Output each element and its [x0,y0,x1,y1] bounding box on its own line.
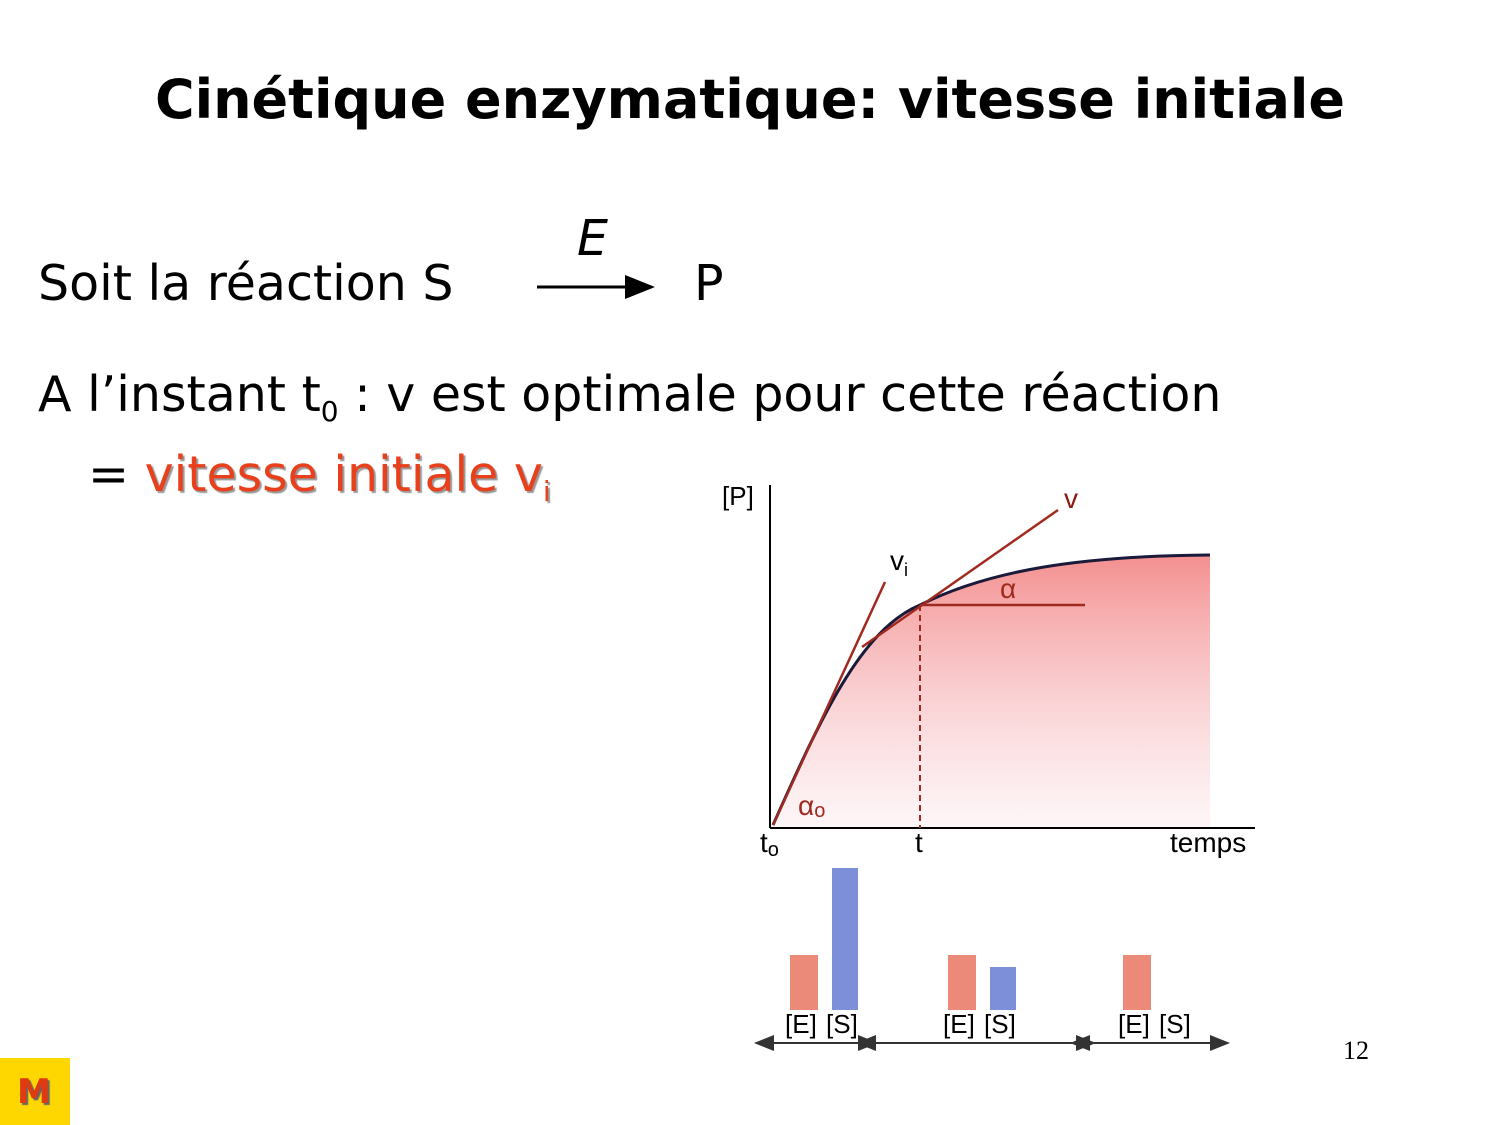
e-bar [790,955,818,1010]
e-label: [E] [1118,1009,1150,1039]
e-label: [E] [785,1009,817,1039]
s-bar [832,868,858,1010]
angle0-sub: o [814,800,825,822]
statement-subscript: 0 [320,395,339,428]
t-label: t [915,827,923,858]
e-bar [948,955,976,1010]
highlight: vitesse initiale vi [144,446,551,508]
s-label: [S] [984,1009,1016,1039]
statement: A l’instant t0 : v est optimale pour cet… [38,366,1221,428]
slide-title: Cinétique enzymatique: vitesse initiale [154,68,1346,131]
area [773,555,1210,828]
y-label: [P] [722,481,754,511]
s-label: [S] [826,1009,858,1039]
angle0-text: α [798,790,814,821]
angle-label: α [1000,573,1016,604]
page-number: 12 [1343,1036,1369,1065]
s-bar [990,967,1016,1010]
product-label: P [694,255,724,312]
reaction-text: Soit la réaction S [38,255,454,312]
statement-rest: : v est optimale pour cette réaction [354,366,1222,423]
tangent-label: v [1064,483,1078,514]
definition-prefix: = [88,446,130,503]
angle0-label: αo [798,790,825,822]
t0-text: t [760,827,768,858]
logo-text: M [17,1072,51,1112]
e-label: [E] [943,1009,975,1039]
tangent [861,508,1059,649]
e-bar [1123,955,1151,1010]
initial-tangent [771,581,887,826]
definition: = vitesse initiale vi [88,446,551,508]
t0-label: to [760,827,779,861]
initial-label-sub: i [904,560,908,580]
x-label: temps [1170,827,1246,858]
s-label: [S] [1159,1009,1191,1039]
logo: M [0,1058,70,1125]
initial-label: vi [890,545,908,580]
enzyme-label: E [577,210,608,267]
highlight-subscript: i [542,475,551,508]
initial-label-text: v [890,545,904,576]
statement-text: A l’instant t [38,366,321,423]
t0-sub: o [768,839,779,861]
highlight-text: vitesse initiale v [144,446,543,503]
